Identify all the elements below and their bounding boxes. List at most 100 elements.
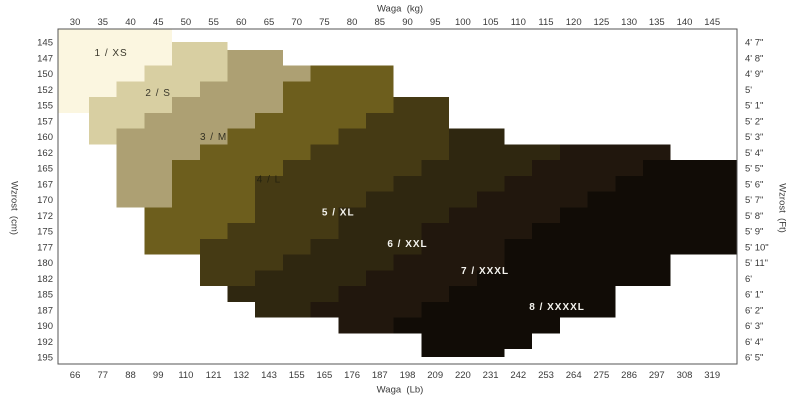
top-tick-label-115: 115 bbox=[538, 17, 553, 28]
right-tick-label-2: 4' 9" bbox=[745, 69, 763, 80]
top-tick-label-120: 120 bbox=[566, 17, 582, 28]
right-tick-label-7: 5' 4" bbox=[745, 148, 763, 159]
size-region-cell-6-cm167 bbox=[393, 175, 505, 192]
right-tick-label-5: 5' 2" bbox=[745, 116, 763, 127]
size-region-cell-8-cm182 bbox=[476, 270, 671, 287]
bottom-tick-label-176: 176 bbox=[344, 370, 360, 381]
size-region-cell-4-cm152 bbox=[282, 81, 394, 98]
bottom-tick-label-242: 242 bbox=[510, 370, 526, 381]
left-tick-label-195: 195 bbox=[37, 353, 53, 364]
size-region-cell-7-cm172 bbox=[449, 207, 560, 224]
right-tick-label-3: 5' bbox=[745, 85, 752, 96]
size-region-cell-2-cm157 bbox=[88, 112, 145, 129]
left-tick-label-185: 185 bbox=[37, 290, 53, 301]
size-label-1: 1 / XS bbox=[94, 48, 127, 59]
size-label-5: 5 / XL bbox=[322, 208, 355, 219]
bottom-tick-label-143: 143 bbox=[261, 370, 277, 381]
size-region-cell-4-cm155 bbox=[282, 97, 394, 113]
top-tick-label-100: 100 bbox=[455, 17, 471, 28]
size-region-cell-3-cm170 bbox=[116, 191, 173, 208]
size-region-cell-8-cm175 bbox=[532, 223, 737, 239]
left-tick-label-177: 177 bbox=[37, 242, 53, 253]
size-region-cell-5-cm177 bbox=[199, 238, 311, 255]
top-tick-label-110: 110 bbox=[511, 17, 526, 28]
size-region-cell-8-cm195 bbox=[421, 349, 505, 357]
bottom-tick-label-220: 220 bbox=[455, 370, 471, 381]
bottom-tick-label-121: 121 bbox=[206, 370, 222, 381]
bottom-tick-label-231: 231 bbox=[483, 370, 499, 381]
size-region-cell-5-cm157 bbox=[365, 112, 450, 129]
right-tick-label-6: 5' 3" bbox=[745, 132, 763, 143]
bottom-tick-label-155: 155 bbox=[289, 370, 305, 381]
size-region-cell-5-cm172 bbox=[255, 207, 339, 224]
right-tick-label-0: 4' 7" bbox=[745, 38, 763, 49]
right-tick-label-1: 4' 8" bbox=[745, 53, 763, 64]
size-region-cell-5-cm162 bbox=[310, 144, 450, 161]
left-tick-label-152: 152 bbox=[37, 85, 53, 96]
size-region-cell-6-cm175 bbox=[338, 223, 422, 239]
left-tick-label-172: 172 bbox=[37, 211, 53, 222]
size-region-cell-4-cm157 bbox=[255, 112, 366, 129]
size-region-cell-3-cm162 bbox=[116, 144, 200, 161]
size-region-cell-3-cm157 bbox=[144, 112, 256, 129]
bottom-tick-label-88: 88 bbox=[125, 370, 136, 381]
left-tick-label-190: 190 bbox=[37, 321, 53, 332]
size-region-cell-8-cm185 bbox=[449, 286, 616, 302]
size-region-cell-1-cm147 bbox=[58, 49, 173, 66]
size-region-cell-6-cm187 bbox=[255, 301, 311, 318]
top-tick-label-45: 45 bbox=[153, 17, 164, 28]
size-region-cell-6-cm180 bbox=[282, 254, 394, 271]
size-region-cell-5-cm165 bbox=[282, 160, 422, 176]
top-tick-label-30: 30 bbox=[70, 17, 81, 28]
size-label-2: 2 / S bbox=[145, 88, 171, 99]
size-region-cell-5-cm160 bbox=[338, 128, 450, 145]
size-region-cell-4-cm167 bbox=[172, 175, 256, 192]
size-region-cell-2-cm145 bbox=[172, 42, 228, 50]
left-tick-label-145: 145 bbox=[37, 38, 53, 49]
right-tick-label-12: 5' 9" bbox=[745, 227, 763, 238]
size-region-cell-2-cm147 bbox=[172, 49, 228, 66]
right-tick-label-11: 5' 8" bbox=[745, 211, 763, 222]
size-region-cell-3-cm165 bbox=[116, 160, 173, 176]
top-tick-label-80: 80 bbox=[347, 17, 358, 28]
size-region-cell-8-cm192 bbox=[421, 333, 533, 350]
plot-border bbox=[57, 28, 738, 365]
right-tick-label-13: 5' 10" bbox=[745, 242, 769, 253]
size-region-cell-6-cm162 bbox=[449, 144, 560, 161]
size-region-cell-1-cm152 bbox=[58, 81, 117, 98]
right-tick-label-19: 6' 4" bbox=[745, 337, 763, 348]
size-region-cell-5-cm170 bbox=[255, 191, 366, 208]
size-region-cell-7-cm180 bbox=[393, 254, 505, 271]
size-region-cell-5-cm155 bbox=[393, 97, 450, 113]
bottom-tick-label-110: 110 bbox=[178, 370, 193, 381]
top-tick-label-140: 140 bbox=[677, 17, 693, 28]
size-label-6: 6 / XXL bbox=[387, 239, 427, 250]
top-tick-label-65: 65 bbox=[264, 17, 275, 28]
bottom-tick-label-77: 77 bbox=[98, 370, 109, 381]
size-region-cell-5-cm182 bbox=[199, 270, 256, 287]
bottom-tick-label-187: 187 bbox=[372, 370, 388, 381]
size-region-cell-4-cm170 bbox=[172, 191, 256, 208]
left-tick-label-180: 180 bbox=[37, 258, 53, 269]
bottom-tick-label-264: 264 bbox=[566, 370, 582, 381]
bottom-tick-label-297: 297 bbox=[649, 370, 665, 381]
size-region-cell-4-cm172 bbox=[144, 207, 256, 224]
top-tick-label-85: 85 bbox=[375, 17, 386, 28]
right-tick-label-4: 5' 1" bbox=[745, 101, 763, 112]
left-tick-label-155: 155 bbox=[37, 101, 53, 112]
size-region-cell-7-cm182 bbox=[365, 270, 477, 287]
size-region-cell-4-cm177 bbox=[144, 238, 200, 255]
size-region-cell-3-cm160 bbox=[116, 128, 228, 145]
top-tick-label-95: 95 bbox=[430, 17, 441, 28]
size-region-cell-8-cm187 bbox=[421, 301, 616, 318]
size-region-cell-8-cm180 bbox=[504, 254, 671, 271]
right-tick-label-15: 6' bbox=[745, 274, 752, 285]
left-tick-label-192: 192 bbox=[37, 337, 53, 348]
left-tick-label-170: 170 bbox=[37, 195, 53, 206]
bottom-tick-label-198: 198 bbox=[400, 370, 416, 381]
size-region-cell-2-cm155 bbox=[88, 97, 173, 113]
top-tick-label-125: 125 bbox=[593, 17, 609, 28]
size-region-cell-7-cm165 bbox=[532, 160, 643, 176]
